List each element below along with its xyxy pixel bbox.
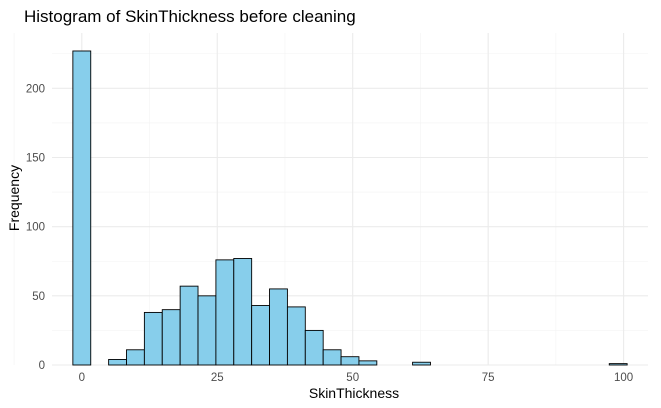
histogram-bar-12 bbox=[286, 306, 306, 366]
tick-labels: 0 25 50 75 100 0 50 100 150 200 bbox=[26, 83, 633, 384]
histogram-bar-10 bbox=[251, 305, 270, 366]
histogram-bar-8 bbox=[215, 259, 235, 366]
histogram-bar-0 bbox=[72, 50, 92, 366]
y-tick-label-1: 50 bbox=[32, 291, 45, 303]
chart-title: Histogram of SkinThickness before cleani… bbox=[24, 7, 356, 26]
histogram-bar-5 bbox=[161, 309, 181, 366]
histogram-bar-6 bbox=[179, 285, 199, 366]
y-tick-label-4: 200 bbox=[26, 83, 45, 95]
histogram-bar-19 bbox=[412, 361, 431, 366]
y-tick-label-0: 0 bbox=[39, 360, 45, 372]
y-tick-label-3: 150 bbox=[26, 153, 45, 165]
x-tick-label-4: 100 bbox=[614, 372, 633, 384]
histogram-bar-2 bbox=[108, 359, 127, 366]
histogram-bar-11 bbox=[269, 288, 288, 366]
x-tick-label-3: 75 bbox=[482, 372, 495, 384]
histogram-bar-3 bbox=[126, 349, 145, 366]
x-tick-label-0: 0 bbox=[79, 372, 85, 384]
y-axis-label: Frequency bbox=[6, 165, 22, 231]
y-tick-label-2: 100 bbox=[26, 222, 45, 234]
histogram-bar-30 bbox=[608, 363, 628, 366]
histogram-bar-4 bbox=[143, 311, 163, 366]
histogram-bar-14 bbox=[322, 349, 342, 366]
histogram-bar-15 bbox=[340, 356, 360, 366]
histogram-bar-9 bbox=[233, 258, 253, 366]
x-tick-label-1: 25 bbox=[211, 372, 224, 384]
x-tick-label-2: 50 bbox=[346, 372, 359, 384]
x-axis-label: SkinThickness bbox=[309, 385, 399, 401]
grid-lines bbox=[13, 33, 648, 366]
histogram-bar-13 bbox=[304, 329, 324, 366]
histogram-bars bbox=[72, 50, 628, 366]
histogram-bar-16 bbox=[358, 360, 378, 366]
histogram-bar-7 bbox=[197, 295, 217, 366]
